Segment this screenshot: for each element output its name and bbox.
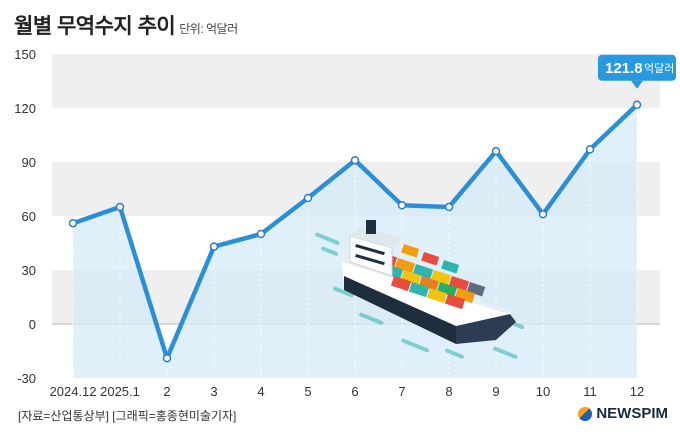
x-tick-label: 8 [445, 384, 452, 399]
value-callout: 121.8 억달러 [598, 54, 676, 89]
newspim-logo-icon [578, 406, 593, 421]
data-point [162, 353, 172, 363]
data-point [256, 229, 266, 239]
y-tick-label: 90 [22, 155, 36, 170]
x-axis: 2024.12 2025.1 2 3 4 5 6 7 8 9 10 11 12 [50, 384, 645, 399]
x-tick-label: 12 [630, 384, 644, 399]
bridge [349, 220, 402, 277]
x-tick-label: 4 [257, 384, 264, 399]
x-tick-label: 11 [583, 384, 597, 399]
x-tick-label: 3 [210, 384, 217, 399]
data-point [350, 155, 360, 165]
x-tick-label: 7 [398, 384, 405, 399]
y-tick-label: 120 [14, 101, 36, 116]
callout-unit: 억달러 [644, 62, 674, 75]
y-axis: -30 0 30 60 90 120 150 [14, 47, 36, 386]
data-point [444, 202, 454, 212]
title-text: 월별 무역수지 추이 [14, 15, 176, 38]
x-tick-label: 6 [351, 384, 358, 399]
callout-box [598, 54, 676, 81]
x-tick-label: 2025.1 [100, 384, 140, 399]
callout-pointer [631, 80, 643, 89]
x-tick-label: 2024.12 [50, 384, 97, 399]
callout-value: 121.8 [605, 60, 643, 77]
chart-title: 월별 무역수지 추이 단위: 억달러 [14, 10, 238, 40]
y-tick-label: -30 [17, 371, 36, 386]
y-tick-label: 150 [14, 47, 36, 62]
y-tick-label: 0 [29, 317, 36, 332]
y-tick-label: 30 [22, 263, 36, 278]
brand-name: NEWSPIM [596, 405, 668, 422]
data-point [209, 242, 219, 251]
x-tick-label: 2 [163, 384, 170, 399]
data-points [68, 100, 642, 363]
data-point [68, 218, 78, 228]
data-point [303, 193, 313, 203]
source-credit: [자료=산업통상부] [그래픽=홍종현미술기자] [18, 409, 237, 423]
grid-band [52, 54, 660, 108]
data-point [491, 146, 501, 156]
data-point [632, 100, 642, 110]
data-point [397, 200, 407, 210]
newspim-logo: NEWSPIM [578, 405, 668, 422]
x-tick-label: 10 [536, 384, 550, 399]
x-tick-label: 9 [492, 384, 499, 399]
data-point [538, 209, 548, 219]
x-tick-label: 5 [304, 384, 311, 399]
data-point [585, 145, 595, 154]
y-tick-label: 60 [22, 209, 36, 224]
data-point [115, 202, 125, 212]
unit-label: 단위: 억달러 [179, 22, 238, 36]
cargo-ship-illustration [315, 220, 525, 359]
